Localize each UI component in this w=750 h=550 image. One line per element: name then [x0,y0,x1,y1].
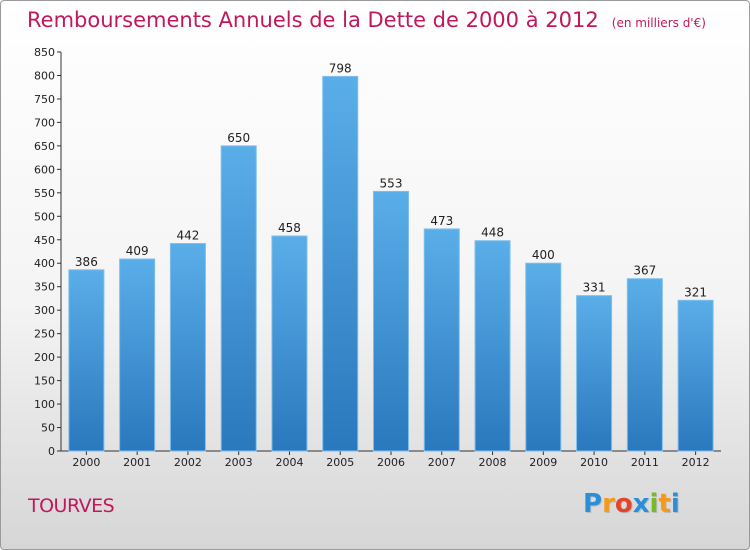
x-tick-label: 2008 [479,456,507,469]
bar-value-label: 400 [532,248,555,262]
logo-letter: i [670,489,680,519]
bar-2001 [119,258,156,452]
x-tick-label: 2003 [225,456,253,469]
x-tick-label: 2007 [428,456,456,469]
chart-unit: (en milliers d'€) [611,16,706,30]
y-tick-label: 500 [34,210,55,223]
chart-bars: 386 409 442 650 458 798 553 473 448 400 331 367 321 [68,61,714,452]
x-tick-label: 2009 [529,456,557,469]
logo-letter: P [583,489,603,519]
y-tick-label: 50 [41,422,55,435]
y-tick-label: 700 [34,116,55,129]
y-tick-label: 750 [34,93,55,106]
bar-2002 [169,243,206,452]
bar-value-label: 458 [278,221,301,235]
logo-letter: i [649,489,659,519]
x-tick-label: 2011 [631,456,659,469]
bar-value-label: 798 [329,61,352,75]
location-name: TOURVES [28,495,115,517]
logo-letter: o [614,489,633,519]
bar-value-label: 367 [633,264,656,278]
bar-2011 [626,278,663,452]
bar-2004 [271,235,308,452]
y-tick-label: 850 [34,46,55,59]
bar-value-label: 448 [481,226,504,240]
bar-value-label: 442 [176,229,199,243]
logo-letter: r [602,489,615,519]
logo-letter: t [658,489,671,519]
y-tick-label: 450 [34,234,55,247]
x-tick-label: 2004 [275,456,303,469]
x-tick-label: 2002 [174,456,202,469]
x-tick-label: 2005 [326,456,354,469]
x-tick-label: 2000 [72,456,100,469]
y-tick-label: 200 [34,351,55,364]
x-tick-label: 2012 [682,456,710,469]
x-tick-label: 2001 [123,456,151,469]
y-tick-label: 150 [34,375,55,388]
y-tick-label: 0 [48,445,55,458]
y-tick-label: 100 [34,398,55,411]
y-tick-label: 250 [34,328,55,341]
y-tick-label: 550 [34,187,55,200]
bar-2005 [322,75,359,452]
bar-value-label: 321 [684,285,707,299]
bar-value-label: 386 [75,255,98,269]
y-tick-label: 350 [34,281,55,294]
y-tick-label: 650 [34,140,55,153]
bar-value-label: 473 [430,214,453,228]
bar-value-label: 553 [380,176,403,190]
bar-2010 [576,295,613,452]
x-tick-label: 2010 [580,456,608,469]
bar-2003 [220,145,257,452]
chart-title-block: Remboursements Annuels de la Dette de 20… [27,8,706,32]
logo-letter: x [632,489,650,519]
bar-2007 [423,228,460,452]
bar-2000 [68,269,105,452]
x-tick-label: 2006 [377,456,405,469]
bar-value-label: 650 [227,131,250,145]
bar-value-label: 409 [126,244,149,258]
bar-2008 [474,240,511,452]
proxiti-logo: Proxiti [583,489,680,519]
y-tick-label: 300 [34,304,55,317]
bar-2006 [372,190,410,452]
y-tick-label: 600 [34,163,55,176]
chart-title: Remboursements Annuels de la Dette de 20… [27,8,599,32]
y-tick-label: 800 [34,69,55,82]
bar-2009 [525,262,562,452]
bar-2012 [677,299,714,452]
bar-value-label: 331 [583,281,606,295]
y-tick-label: 400 [34,257,55,270]
chart-axes: 0 50 100 150 200 250 300 350 400 450 500 550 600 650 7… [34,46,721,469]
